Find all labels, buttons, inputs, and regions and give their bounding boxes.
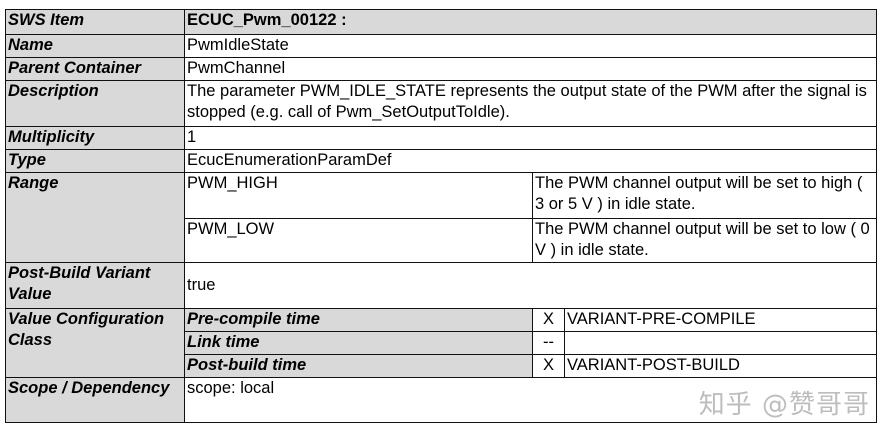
row-range-low: PWM_LOW The PWM channel output will be s… — [6, 218, 877, 263]
range-desc: The PWM channel output will be set to hi… — [532, 172, 877, 219]
row-description: Description The parameter PWM_IDLE_STATE… — [5, 80, 877, 127]
row-scope: Scope / Dependency scope: local — [5, 377, 877, 423]
range-value: PWM_HIGH — [184, 172, 533, 219]
type-label: Type — [5, 149, 185, 173]
row-value-config: Link time -- — [6, 331, 877, 355]
post-build-variant-label: Post-Build Variant Value — [5, 262, 185, 309]
config-variant: VARIANT-PRE-COMPILE — [564, 308, 877, 332]
name-label: Name — [5, 34, 185, 58]
description-value: The parameter PWM_IDLE_STATE represents … — [184, 80, 877, 127]
description-label: Description — [5, 80, 185, 127]
multiplicity-value: 1 — [184, 126, 877, 150]
row-multiplicity: Multiplicity 1 — [5, 126, 877, 150]
scope-label: Scope / Dependency — [5, 377, 185, 423]
config-mark: -- — [532, 331, 565, 355]
range-desc: The PWM channel output will be set to lo… — [532, 218, 877, 263]
row-post-build-variant: Post-Build Variant Value true — [5, 262, 877, 309]
row-type: Type EcucEnumerationParamDef — [5, 149, 877, 173]
value-config-label: Value Configuration Class — [5, 308, 185, 378]
row-sws-item: SWS Item ECUC_Pwm_00122 : — [5, 9, 877, 35]
parent-container-value: PwmChannel — [184, 57, 877, 81]
multiplicity-label: Multiplicity — [5, 126, 185, 150]
config-variant — [564, 331, 877, 355]
config-time: Post-build time — [184, 354, 533, 378]
scope-value: scope: local — [184, 377, 877, 423]
config-mark: X — [532, 308, 565, 332]
name-value: PwmIdleState — [184, 34, 877, 58]
parent-container-label: Parent Container — [5, 57, 185, 81]
config-time: Pre-compile time — [184, 308, 533, 332]
config-time: Link time — [184, 331, 533, 355]
row-parent-container: Parent Container PwmChannel — [5, 57, 877, 81]
row-name: Name PwmIdleState — [5, 34, 877, 58]
config-mark: X — [532, 354, 565, 378]
type-value: EcucEnumerationParamDef — [184, 149, 877, 173]
parameter-spec-table: SWS Item ECUC_Pwm_00122 : Name PwmIdleSt… — [5, 9, 877, 423]
range-label: Range — [5, 172, 185, 263]
sws-item-label: SWS Item — [5, 9, 185, 35]
range-value: PWM_LOW — [184, 218, 533, 263]
sws-item-value: ECUC_Pwm_00122 : — [184, 9, 877, 35]
row-value-config: Value Configuration Class Pre-compile ti… — [5, 308, 877, 378]
watermark: 知乎 @赞哥哥 — [698, 390, 870, 420]
post-build-variant-value: true — [184, 262, 877, 309]
config-variant: VARIANT-POST-BUILD — [564, 354, 877, 378]
row-range-high: Range PWM_HIGH The PWM channel output wi… — [5, 172, 877, 263]
